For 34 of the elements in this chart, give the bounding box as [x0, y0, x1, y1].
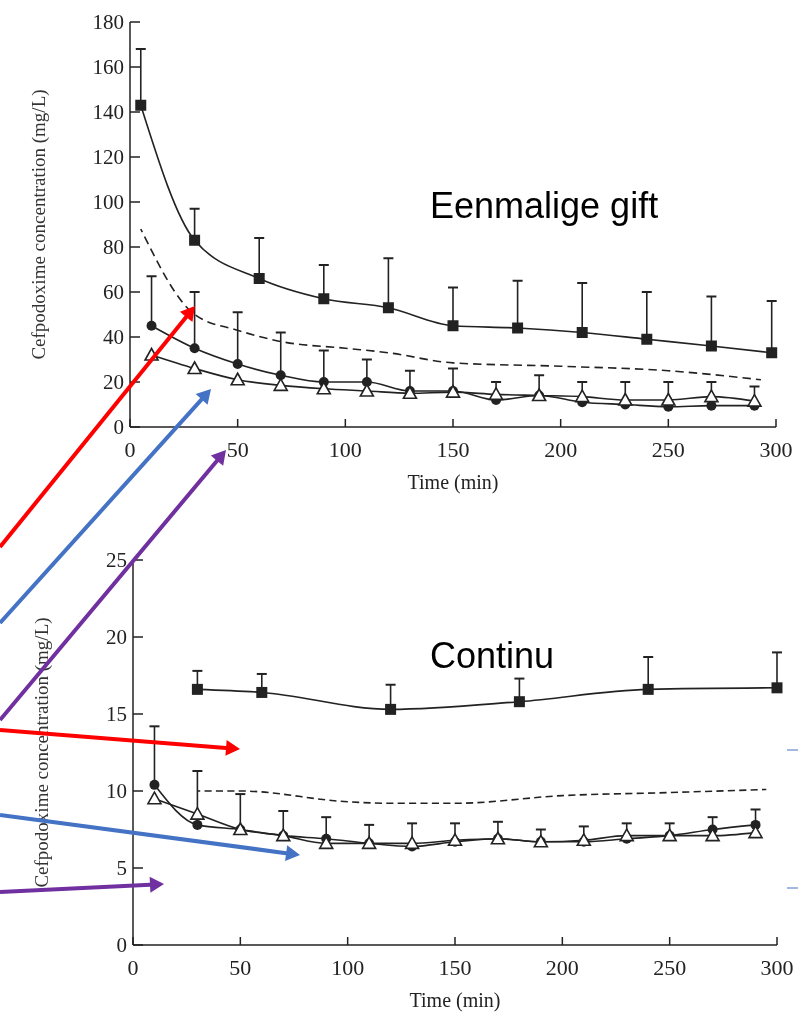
y-axis-title: Cefpodoxime concentration (mg/L)	[31, 617, 53, 888]
annotation: Eenmalige gift	[430, 185, 659, 226]
y-tick-label: 0	[113, 415, 124, 439]
x-tick-label: 150	[438, 955, 472, 980]
y-tick-label: 180	[92, 10, 124, 34]
y-tick-label: 120	[92, 145, 124, 169]
annotation: Continu	[430, 635, 555, 676]
x-tick-label: 250	[653, 955, 687, 980]
x-tick-label: 300	[760, 955, 794, 980]
x-tick-label: 100	[331, 955, 365, 980]
y-tick-label: 5	[116, 856, 127, 880]
y-tick-label: 0	[116, 933, 127, 957]
y-tick-label: 60	[103, 280, 124, 304]
x-tick-label: 200	[545, 955, 579, 980]
x-tick-label: 200	[544, 437, 578, 462]
y-tick-label: 160	[92, 55, 124, 79]
y-tick-label: 140	[92, 100, 124, 124]
x-tick-label: 300	[759, 437, 793, 462]
y-tick-label: 80	[103, 235, 124, 259]
x-axis-title: Time (min)	[409, 989, 501, 1012]
x-tick-label: 100	[328, 437, 362, 462]
y-axis-title: Cefpodoxime concentration (mg/L)	[28, 89, 50, 360]
y-tick-label: 10	[106, 779, 127, 803]
y-tick-label: 40	[103, 325, 124, 349]
y-tick-label: 20	[106, 625, 127, 649]
x-axis-title: Time (min)	[407, 471, 499, 494]
x-tick-label: 250	[651, 437, 685, 462]
y-tick-label: 15	[106, 702, 127, 726]
x-tick-label: 50	[229, 955, 252, 980]
y-tick-label: 20	[103, 370, 124, 394]
y-tick-label: 25	[106, 548, 127, 572]
y-tick-label: 100	[92, 190, 124, 214]
x-tick-label: 150	[436, 437, 470, 462]
x-tick-label: 50	[226, 437, 249, 462]
